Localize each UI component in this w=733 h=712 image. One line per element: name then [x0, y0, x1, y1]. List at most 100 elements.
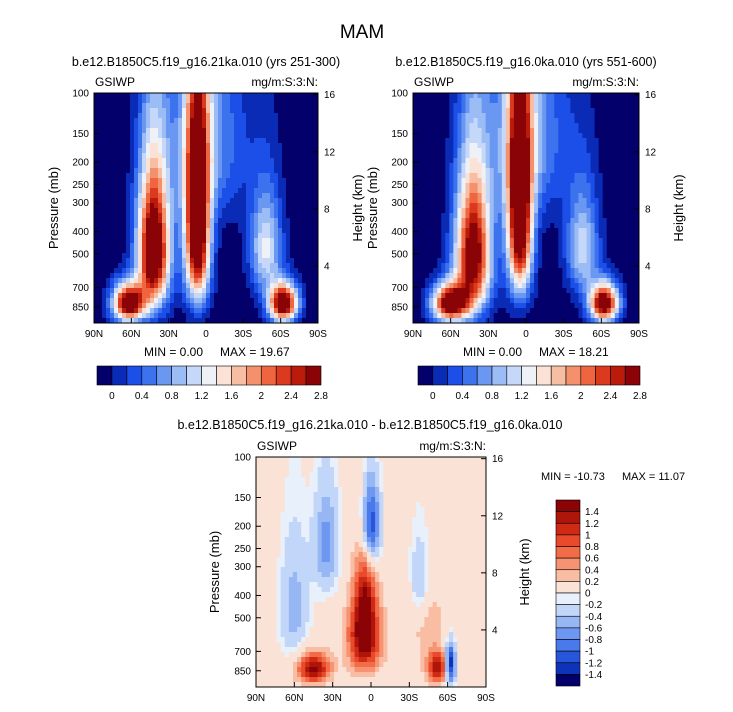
contour-cell [534, 268, 539, 274]
contour-cell [449, 173, 454, 179]
contour-cell [425, 188, 430, 194]
contour-cell [110, 293, 115, 299]
contour-cell [290, 103, 295, 109]
contour-cell [538, 103, 543, 109]
contour-cell [202, 223, 207, 229]
contour-cell [158, 223, 163, 229]
contour-cell [417, 278, 422, 284]
contour-cell [558, 263, 563, 269]
contour-cell [162, 298, 167, 304]
contour-cell [429, 303, 434, 309]
contour-cell [526, 183, 531, 189]
contour-cell [262, 193, 267, 199]
contour-cell [106, 253, 111, 259]
contour-cell [214, 193, 219, 199]
contour-cell [274, 223, 279, 229]
contour-cell [566, 253, 571, 259]
contour-cell [473, 203, 479, 209]
contour-cell [465, 298, 471, 304]
contour-cell [206, 308, 211, 314]
contour-cell [154, 168, 159, 174]
contour-cell [102, 138, 107, 144]
contour-cell [146, 248, 151, 254]
contour-cell [178, 298, 183, 304]
contour-cell [550, 283, 555, 289]
contour-cell [473, 253, 479, 259]
contour-cell [174, 108, 179, 114]
contour-cell [489, 118, 495, 124]
contour-cell [586, 233, 592, 239]
contour-cell [158, 208, 163, 214]
contour-cell [429, 123, 434, 129]
contour-cell [562, 108, 567, 114]
contour-cell [314, 188, 318, 194]
contour-cell [566, 218, 571, 224]
contour-cell [606, 228, 612, 234]
contour-cell [481, 143, 487, 149]
contour-cell [562, 278, 567, 284]
contour-cell [258, 108, 263, 114]
contour-cell [214, 313, 219, 319]
contour-cell [202, 193, 207, 199]
contour-cell [590, 288, 596, 294]
contour-cell [618, 173, 624, 179]
contour-cell [198, 308, 203, 314]
contour-cell [250, 268, 255, 274]
contour-cell [630, 208, 636, 214]
contour-cell [505, 288, 511, 294]
contour-cell [310, 263, 315, 269]
contour-cell [286, 288, 291, 294]
contour-cell [234, 303, 239, 309]
contour-cell [421, 108, 426, 114]
contour-cell [198, 153, 203, 159]
contour-cell [142, 308, 147, 314]
contour-cell [598, 243, 604, 249]
contour-cell [566, 128, 571, 134]
contour-cell [202, 163, 207, 169]
contour-cell [302, 218, 307, 224]
contour-cell [445, 233, 450, 239]
contour-cell [290, 108, 295, 114]
contour-cell [102, 238, 107, 244]
contour-cell [509, 188, 515, 194]
contour-cell [254, 113, 259, 119]
contour-cell [590, 168, 596, 174]
contour-cell [302, 163, 307, 169]
contour-cell [542, 238, 547, 244]
contour-cell [602, 223, 608, 229]
contour-cell [550, 213, 555, 219]
contour-cell [489, 203, 495, 209]
contour-cell [138, 258, 143, 264]
contour-cell [441, 148, 446, 154]
contour-cell [266, 128, 271, 134]
contour-cell [517, 208, 523, 214]
contour-cell [178, 148, 183, 154]
contour-cell [461, 173, 467, 179]
contour-cell [413, 183, 418, 189]
contour-cell [566, 138, 571, 144]
contour-cell [437, 123, 442, 129]
contour-cell [469, 143, 475, 149]
contour-cell [202, 293, 207, 299]
contour-cell [558, 163, 563, 169]
contour-cell [441, 213, 446, 219]
contour-cell [274, 238, 279, 244]
contour-cell [578, 233, 584, 239]
contour-cell [634, 163, 639, 169]
contour-cell [413, 288, 418, 294]
contour-cell [310, 273, 315, 279]
contour-cell [429, 128, 434, 134]
contour-cell [118, 233, 123, 239]
contour-cell [262, 158, 267, 164]
contour-cell [218, 303, 223, 309]
contour-cell [461, 168, 467, 174]
contour-cell [94, 293, 99, 299]
contour-cell [302, 188, 307, 194]
contour-cell [118, 143, 123, 149]
contour-cell [501, 168, 507, 174]
contour-cell [501, 163, 507, 169]
contour-cell [270, 198, 275, 204]
contour-cell [234, 253, 239, 259]
contour-cell [182, 188, 187, 194]
contour-cell [413, 273, 418, 279]
